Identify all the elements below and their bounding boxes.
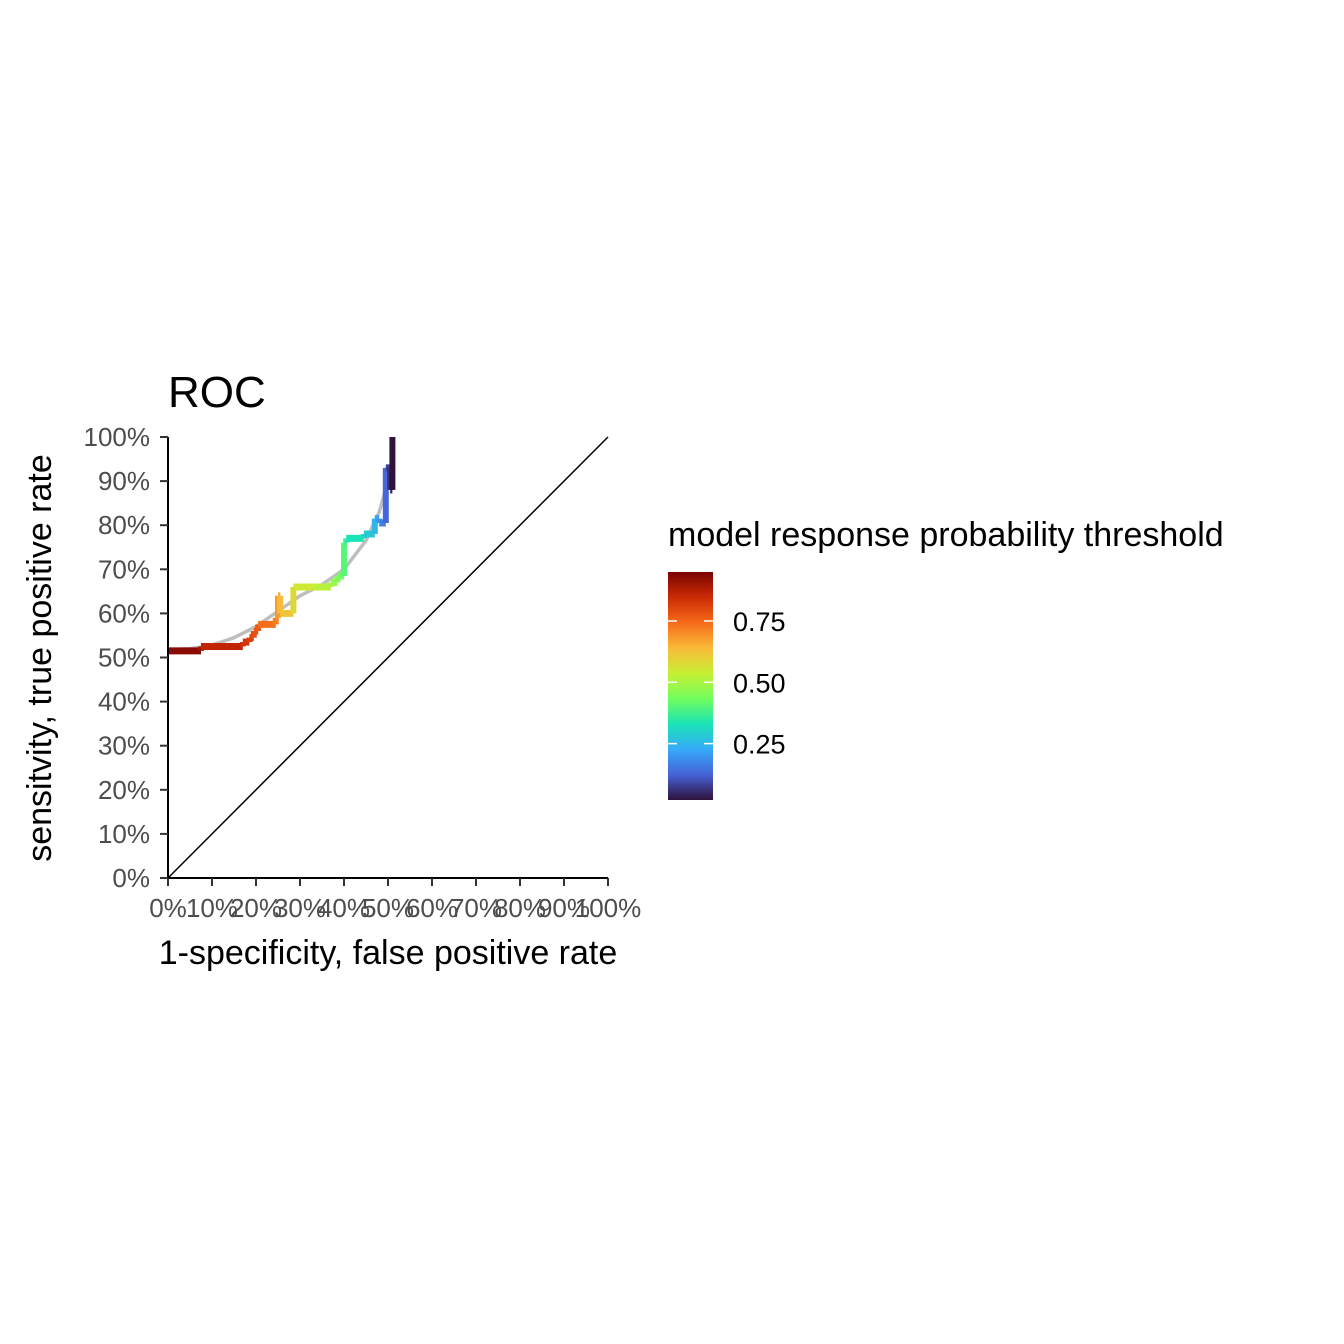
- plot-area: [167, 436, 609, 879]
- y-axis-title: sensitvity, true positive rate: [21, 454, 59, 862]
- x-tick-label: 40%: [318, 893, 370, 923]
- chart-title: ROC: [168, 368, 266, 417]
- y-tick-label: 80%: [98, 510, 150, 540]
- colorbar: [668, 572, 713, 800]
- y-tick-label: 30%: [98, 731, 150, 761]
- legend-title: model response probability threshold: [668, 516, 1224, 554]
- diagonal-reference-line: [167, 436, 609, 879]
- colorbar-tick-label: 0.50: [733, 668, 786, 698]
- x-tick-label: 60%: [406, 893, 458, 923]
- colorbar-legend: model response probability threshold 0.2…: [668, 516, 1224, 800]
- y-tick-label: 60%: [98, 598, 150, 628]
- x-tick-label: 10%: [186, 893, 238, 923]
- x-tick-label: 100%: [575, 893, 642, 923]
- y-tick-label: 90%: [98, 466, 150, 496]
- x-tick-label: 70%: [450, 893, 502, 923]
- x-axis-ticks: 0% 10%20%30%40%50%60%70%80%90%100%: [149, 878, 641, 923]
- y-tick-label: 100%: [84, 422, 151, 452]
- y-tick-label: 10%: [98, 819, 150, 849]
- x-tick-label: 50%: [362, 893, 414, 923]
- y-tick-label: 20%: [98, 775, 150, 805]
- y-tick-label: 0%: [112, 863, 150, 893]
- colorbar-tick-label: 0.75: [733, 607, 786, 637]
- x-tick-label: 0%: [149, 893, 187, 923]
- y-tick-label: 70%: [98, 554, 150, 584]
- colorbar-ticks: 0.25 0.50 0.75: [668, 607, 786, 760]
- y-tick-label: 40%: [98, 687, 150, 717]
- x-tick-label: 80%: [494, 893, 546, 923]
- colorbar-tick-label: 0.25: [733, 730, 786, 760]
- x-tick-label: 90%: [538, 893, 590, 923]
- x-tick-label: 30%: [274, 893, 326, 923]
- y-axis-ticks: 0% 10% 20% 30% 40% 50% 60% 70% 80% 90% 100%: [84, 422, 168, 893]
- x-axis-title: 1-specificity, false positive rate: [159, 934, 618, 972]
- y-tick-label: 50%: [98, 643, 150, 673]
- x-tick-label: 20%: [230, 893, 282, 923]
